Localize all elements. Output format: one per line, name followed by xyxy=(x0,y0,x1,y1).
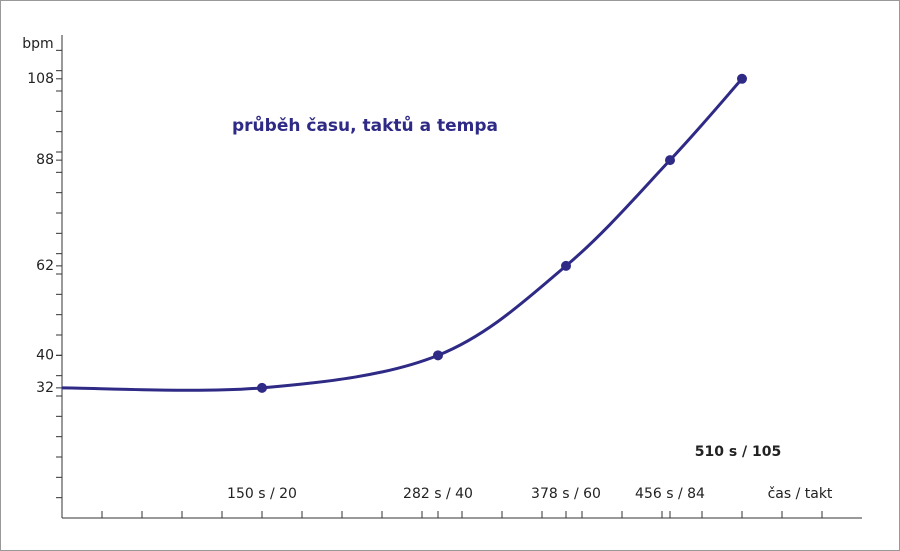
y-tick-label: 108 xyxy=(27,71,54,87)
x-tick-label: 378 s / 60 xyxy=(531,486,601,502)
x-tick-label: 150 s / 20 xyxy=(227,486,297,502)
y-tick-label: 62 xyxy=(36,258,54,274)
point xyxy=(665,155,675,166)
x-tick-label: 456 s / 84 xyxy=(635,486,705,502)
point xyxy=(433,350,443,361)
y-tick-label: 40 xyxy=(36,347,54,363)
x-axis-label: čas / takt xyxy=(768,486,833,502)
point xyxy=(737,73,747,84)
y-axis-label: bpm xyxy=(22,36,53,52)
chart-title: průběh času, taktů a tempa xyxy=(232,114,498,136)
y-tick-label: 32 xyxy=(36,380,54,396)
point xyxy=(561,260,571,271)
point xyxy=(257,382,267,393)
end-label: 510 s / 105 xyxy=(695,444,782,460)
y-tick-label: 88 xyxy=(36,152,54,168)
x-tick-label: 282 s / 40 xyxy=(403,486,473,502)
